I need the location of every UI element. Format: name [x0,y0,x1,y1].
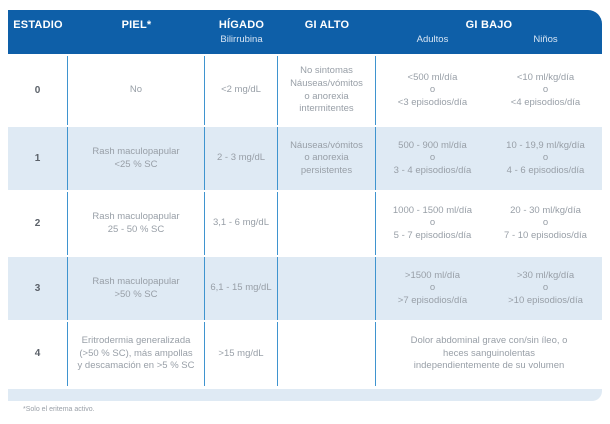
stage-number: 3 [8,257,68,320]
header-sublabel-adultos: Adultos [416,34,449,45]
cell-gi-bajo: 1000 - 1500 ml/día o 5 - 7 episodios/día… [376,192,602,255]
cell-gi-bajo-merged: Dolor abdominal grave con/sin íleo, o he… [410,335,568,372]
cell-gi-alto [278,192,376,255]
cell-higado: <2 mg/dL [205,56,278,125]
cell-piel: No [68,56,205,125]
cell-higado: 3,1 - 6 mg/dL [205,192,278,255]
cell-higado: >15 mg/dL [205,322,278,386]
table-footer-band [8,389,602,401]
gi-bajo-subheader-row: Adultos Niños [376,34,602,45]
table-row-stage-4: 4 Eritrodermia generalizada (>50 % SC), … [8,322,602,386]
header-sublabel-ninos: Niños [533,34,558,45]
table-row-stage-3: 3 Rash maculopapular >50 % SC 6,1 - 15 m… [8,257,602,320]
table-header: ESTADIO PIEL* HÍGADO Bilirrubina GI ALTO… [8,10,602,54]
cell-gi-alto [278,257,376,320]
cell-gi-alto: Náuseas/vómitos o anorexia persistentes [278,127,376,190]
cell-gi-bajo-ninos: >30 ml/kg/día o >10 episodios/día [508,269,583,306]
cell-gi-bajo-adultos: 500 - 900 ml/día o 3 - 4 episodios/día [393,139,472,176]
cell-gi-bajo-ninos: <10 ml/kg/día o <4 episodios/día [510,71,581,108]
cell-gi-alto [278,322,376,386]
cell-gi-bajo: 500 - 900 ml/día o 3 - 4 episodios/día 1… [376,127,602,190]
cell-piel: Rash maculopapular 25 - 50 % SC [68,192,205,255]
table-row-stage-2: 2 Rash maculopapular 25 - 50 % SC 3,1 - … [8,192,602,255]
header-label-piel: PIEL* [121,19,152,31]
footnote: *Solo el eritema activo. [23,406,95,413]
header-label-higado: HÍGADO [218,19,265,31]
cell-gi-bajo-adultos: >1500 ml/día o >7 episodios/día [397,269,468,306]
header-cell-gi-alto: GI ALTO [278,10,376,54]
cell-piel: Rash maculopapular >50 % SC [68,257,205,320]
cell-higado: 6,1 - 15 mg/dL [205,257,278,320]
stage-number: 1 [8,127,68,190]
header-label-gi-bajo: GI BAJO [465,19,513,31]
header-cell-piel: PIEL* [68,10,205,54]
cell-higado: 2 - 3 mg/dL [205,127,278,190]
stage-number: 2 [8,192,68,255]
header-cell-higado: HÍGADO Bilirrubina [205,10,278,54]
cell-gi-bajo-ninos: 10 - 19,9 ml/kg/día o 4 - 6 episodios/dí… [506,139,585,176]
table-row-stage-0: 0 No <2 mg/dL No sintomas Náuseas/vómito… [8,56,602,125]
cell-gi-bajo: >1500 ml/día o >7 episodios/día >30 ml/k… [376,257,602,320]
cell-gi-bajo-adultos: <500 ml/día o <3 episodios/día [397,71,468,108]
header-label-gi-alto: GI ALTO [304,19,350,31]
stage-number: 0 [8,56,68,125]
cell-gi-bajo-ninos: 20 - 30 ml/kg/día o 7 - 10 episodios/día [504,204,587,241]
gvhd-staging-table: ESTADIO PIEL* HÍGADO Bilirrubina GI ALTO… [8,10,602,413]
stage-number: 4 [8,322,68,386]
header-sublabel-bilirrubina: Bilirrubina [220,34,263,45]
cell-piel: Rash maculopapular <25 % SC [68,127,205,190]
header-cell-estadio: ESTADIO [8,10,68,54]
cell-piel: Eritrodermia generalizada (>50 % SC), má… [68,322,205,386]
header-cell-gi-bajo: GI BAJO Adultos Niños [376,10,602,54]
cell-gi-bajo-adultos: 1000 - 1500 ml/día o 5 - 7 episodios/día [392,204,473,241]
cell-gi-bajo: <500 ml/día o <3 episodios/día <10 ml/kg… [376,56,602,125]
header-label-estadio: ESTADIO [13,19,63,31]
cell-gi-alto: No sintomas Náuseas/vómitos o anorexia i… [278,56,376,125]
table-row-stage-1: 1 Rash maculopapular <25 % SC 2 - 3 mg/d… [8,127,602,190]
